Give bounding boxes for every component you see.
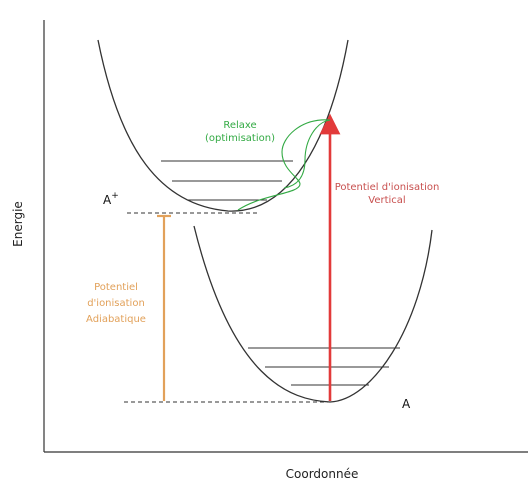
adiabatic-label-line3: Adiabatique bbox=[86, 314, 146, 325]
x-axis-label: Coordonnée bbox=[286, 467, 359, 481]
y-axis-label: Energie bbox=[11, 201, 25, 247]
adiabatic-bracket bbox=[157, 214, 171, 401]
neutral-potential-curve bbox=[193, 225, 433, 403]
neutral-state-label: A bbox=[402, 397, 411, 411]
ion-state-label: A+ bbox=[103, 191, 119, 207]
ion-state-base: A bbox=[103, 193, 112, 207]
relax-label-line2: (optimisation) bbox=[205, 133, 275, 144]
adiabatic-label-line1: Potentiel bbox=[94, 282, 138, 293]
ion-vibrational-levels bbox=[161, 160, 293, 201]
vertical-label-line1: Potentiel d'ionisation bbox=[335, 182, 440, 193]
vertical-label-line2: Vertical bbox=[368, 195, 405, 206]
adiabatic-label-line2: d'ionisation bbox=[87, 298, 145, 309]
relax-label-line1: Relaxe bbox=[223, 120, 256, 131]
ion-state-superscript: + bbox=[111, 191, 119, 201]
relaxation-path bbox=[237, 119, 331, 211]
